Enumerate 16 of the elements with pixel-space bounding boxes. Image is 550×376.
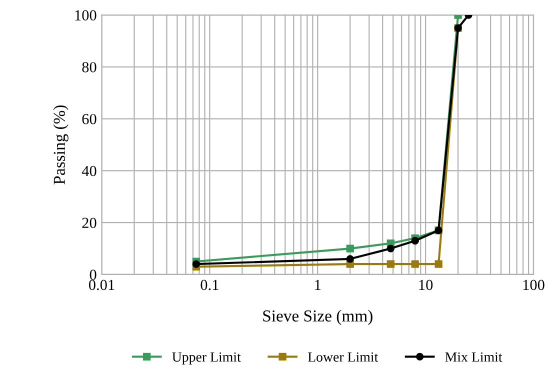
y-axis-title: Passing (%) bbox=[53, 105, 68, 184]
x-tick-label: 0.1 bbox=[200, 280, 218, 290]
legend-label: Upper Limit bbox=[172, 352, 241, 365]
y-tick-label: 20 bbox=[82, 218, 96, 228]
x-axis-title: Sieve Size (mm) bbox=[263, 310, 372, 325]
y-tick-label: 0 bbox=[90, 270, 96, 280]
legend-label: Mix Limit bbox=[445, 352, 502, 362]
x-tick-label: 0.01 bbox=[88, 280, 114, 290]
y-tick-label: 100 bbox=[75, 10, 96, 20]
y-tick-label: 40 bbox=[82, 166, 96, 176]
legend-label: Lower Limit bbox=[308, 352, 378, 362]
x-tick-label: 100 bbox=[523, 280, 544, 290]
y-tick-label: 60 bbox=[82, 114, 96, 124]
y-tick-label: 80 bbox=[82, 62, 96, 72]
x-tick-label: 10 bbox=[419, 280, 433, 290]
x-tick-label: 1 bbox=[315, 280, 321, 290]
